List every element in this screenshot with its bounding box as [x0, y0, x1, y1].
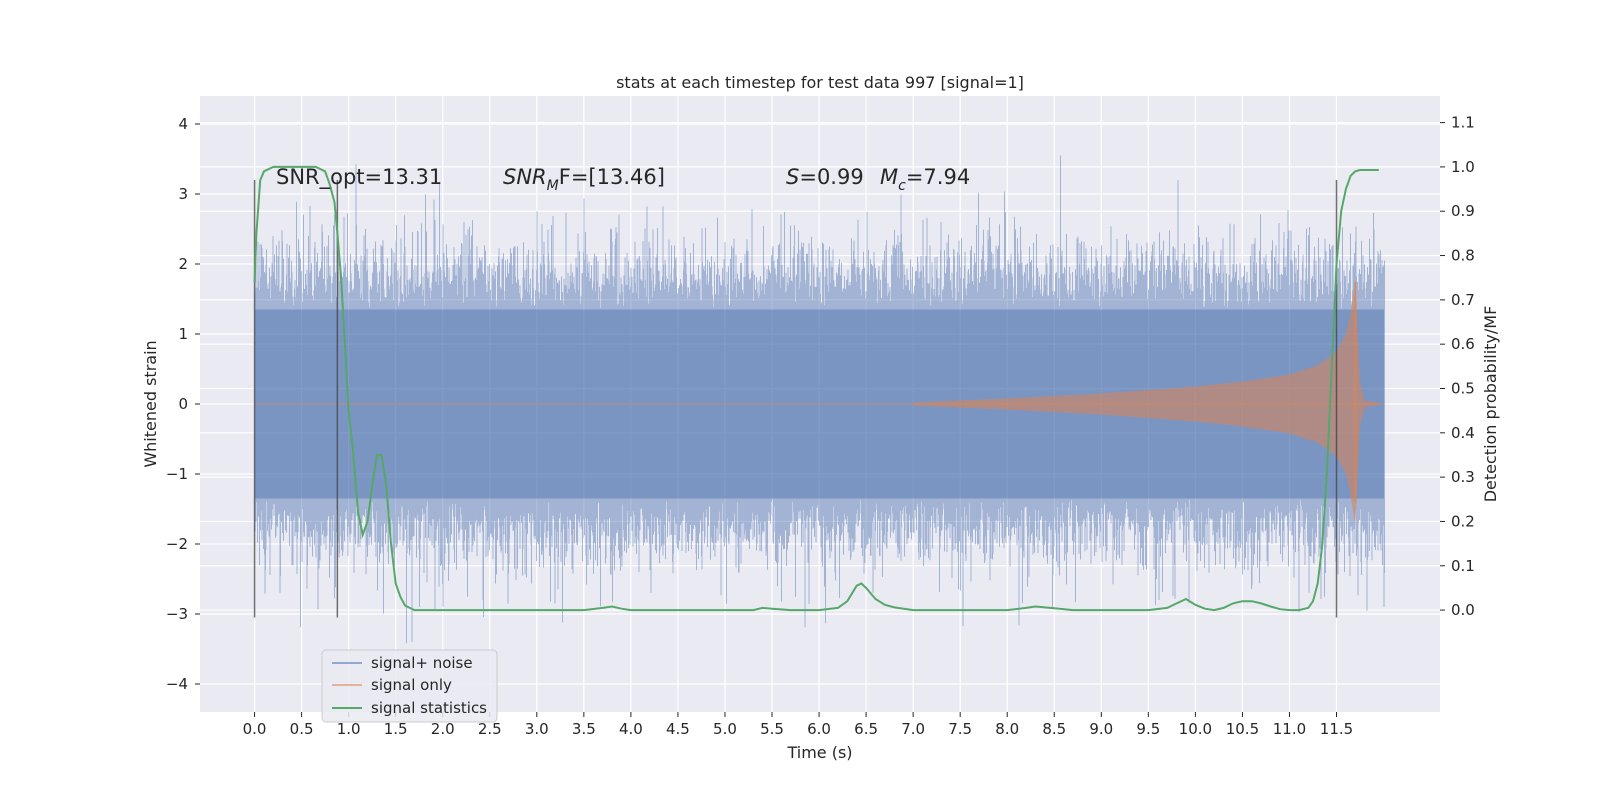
y-tick-label: −1: [166, 465, 188, 483]
annotation-s-value: =0.99: [799, 165, 863, 189]
chart-title: stats at each timestep for test data 997…: [616, 73, 1024, 92]
y-tick-label: 4: [178, 115, 188, 133]
x-tick-label: 3.5: [572, 720, 596, 738]
x-tick-label: 6.0: [807, 720, 831, 738]
x-tick-label: 1.5: [384, 720, 408, 738]
stats-line: [253, 165, 1379, 612]
x-tick-label: 11.0: [1273, 720, 1306, 738]
y2-tick-label: 0.5: [1451, 379, 1475, 397]
y-tick-label: 3: [178, 185, 188, 203]
y-tick-label: 0: [178, 395, 188, 413]
y-tick-label: −4: [166, 675, 188, 693]
x-tick-label: 1.0: [337, 720, 361, 738]
annotation-snr-mf-sub: M: [547, 178, 559, 194]
x-tick-label: 8.0: [995, 720, 1019, 738]
y2-tick-label: 0.0: [1451, 601, 1475, 619]
legend: signal+ noise signal only signal statist…: [321, 649, 498, 723]
y-tick-label: 1: [178, 325, 188, 343]
y-tick-label: −3: [166, 605, 188, 623]
y2-tick-label: 0.4: [1451, 424, 1475, 442]
signal-series: [254, 281, 1384, 527]
y2-tick-label: 0.2: [1451, 512, 1475, 530]
y2-axis-label: Detection probability/MF: [1481, 306, 1500, 503]
ticks: 0.0 0.5 1.0 1.5 2.0 2.5 3.0 3.5 4.0 4.5 5.0 5.5 6.0 6…: [166, 114, 1475, 738]
x-tick-label: 5.0: [713, 720, 737, 738]
y2-tick-label: 1.0: [1451, 158, 1475, 176]
y2-tick-label: 0.6: [1451, 335, 1475, 353]
annotation-snr-mf: SNRMF=[13.46]: [503, 165, 665, 194]
stats-series: [253, 165, 1379, 612]
vertical-markers: [253, 180, 1338, 618]
x-tick-label: 2.0: [431, 720, 455, 738]
y-tick-label: −2: [166, 535, 188, 553]
annotation-snr-opt: SNR_opt=13.31: [276, 165, 442, 190]
x-tick-label: 9.0: [1089, 720, 1113, 738]
y2-tick-label: 0.1: [1451, 557, 1475, 575]
legend-label-noise: signal+ noise: [371, 654, 473, 672]
annotation-mc-value: =7.94: [906, 165, 970, 189]
legend-box: [321, 649, 498, 723]
y2-tick-label: 1.1: [1451, 114, 1475, 132]
y2-tick-label: 0.3: [1451, 468, 1475, 486]
annotation-s: S=0.99: [786, 165, 864, 189]
annotation-mc-symbol: M: [880, 165, 898, 189]
annotation-mc: Mc=7.94: [880, 165, 970, 194]
x-tick-label: 6.5: [854, 720, 878, 738]
x-tick-label: 7.5: [948, 720, 972, 738]
x-tick-label: 4.0: [619, 720, 643, 738]
x-tick-label: 5.5: [760, 720, 784, 738]
x-axis-label: Time (s): [786, 743, 852, 762]
y-tick-label: 2: [178, 255, 188, 273]
annotation-s-symbol: S: [786, 165, 799, 189]
y2-tick-label: 0.8: [1451, 247, 1475, 265]
x-tick-label: 3.0: [525, 720, 549, 738]
y2-tick-label: 0.9: [1451, 202, 1475, 220]
annotation-snr-mf-suffix: F=[13.46]: [559, 165, 665, 189]
x-tick-label: 10.5: [1226, 720, 1259, 738]
annotation-snr-mf-prefix: SNR: [503, 165, 547, 189]
x-tick-label: 2.5: [478, 720, 502, 738]
x-tick-label: 4.5: [666, 720, 690, 738]
x-tick-label: 10.0: [1179, 720, 1212, 738]
x-tick-label: 7.0: [901, 720, 925, 738]
legend-label-signal: signal only: [371, 676, 452, 694]
legend-label-stats: signal statistics: [371, 699, 487, 717]
x-tick-label: 8.5: [1042, 720, 1066, 738]
y-axis-label: Whitened strain: [141, 340, 160, 467]
x-tick-label: 0.0: [243, 720, 267, 738]
y2-tick-label: 0.7: [1451, 291, 1475, 309]
x-tick-label: 0.5: [290, 720, 314, 738]
x-tick-label: 11.5: [1320, 720, 1353, 738]
annotation-mc-sub: c: [898, 178, 906, 194]
x-tick-label: 9.5: [1136, 720, 1160, 738]
